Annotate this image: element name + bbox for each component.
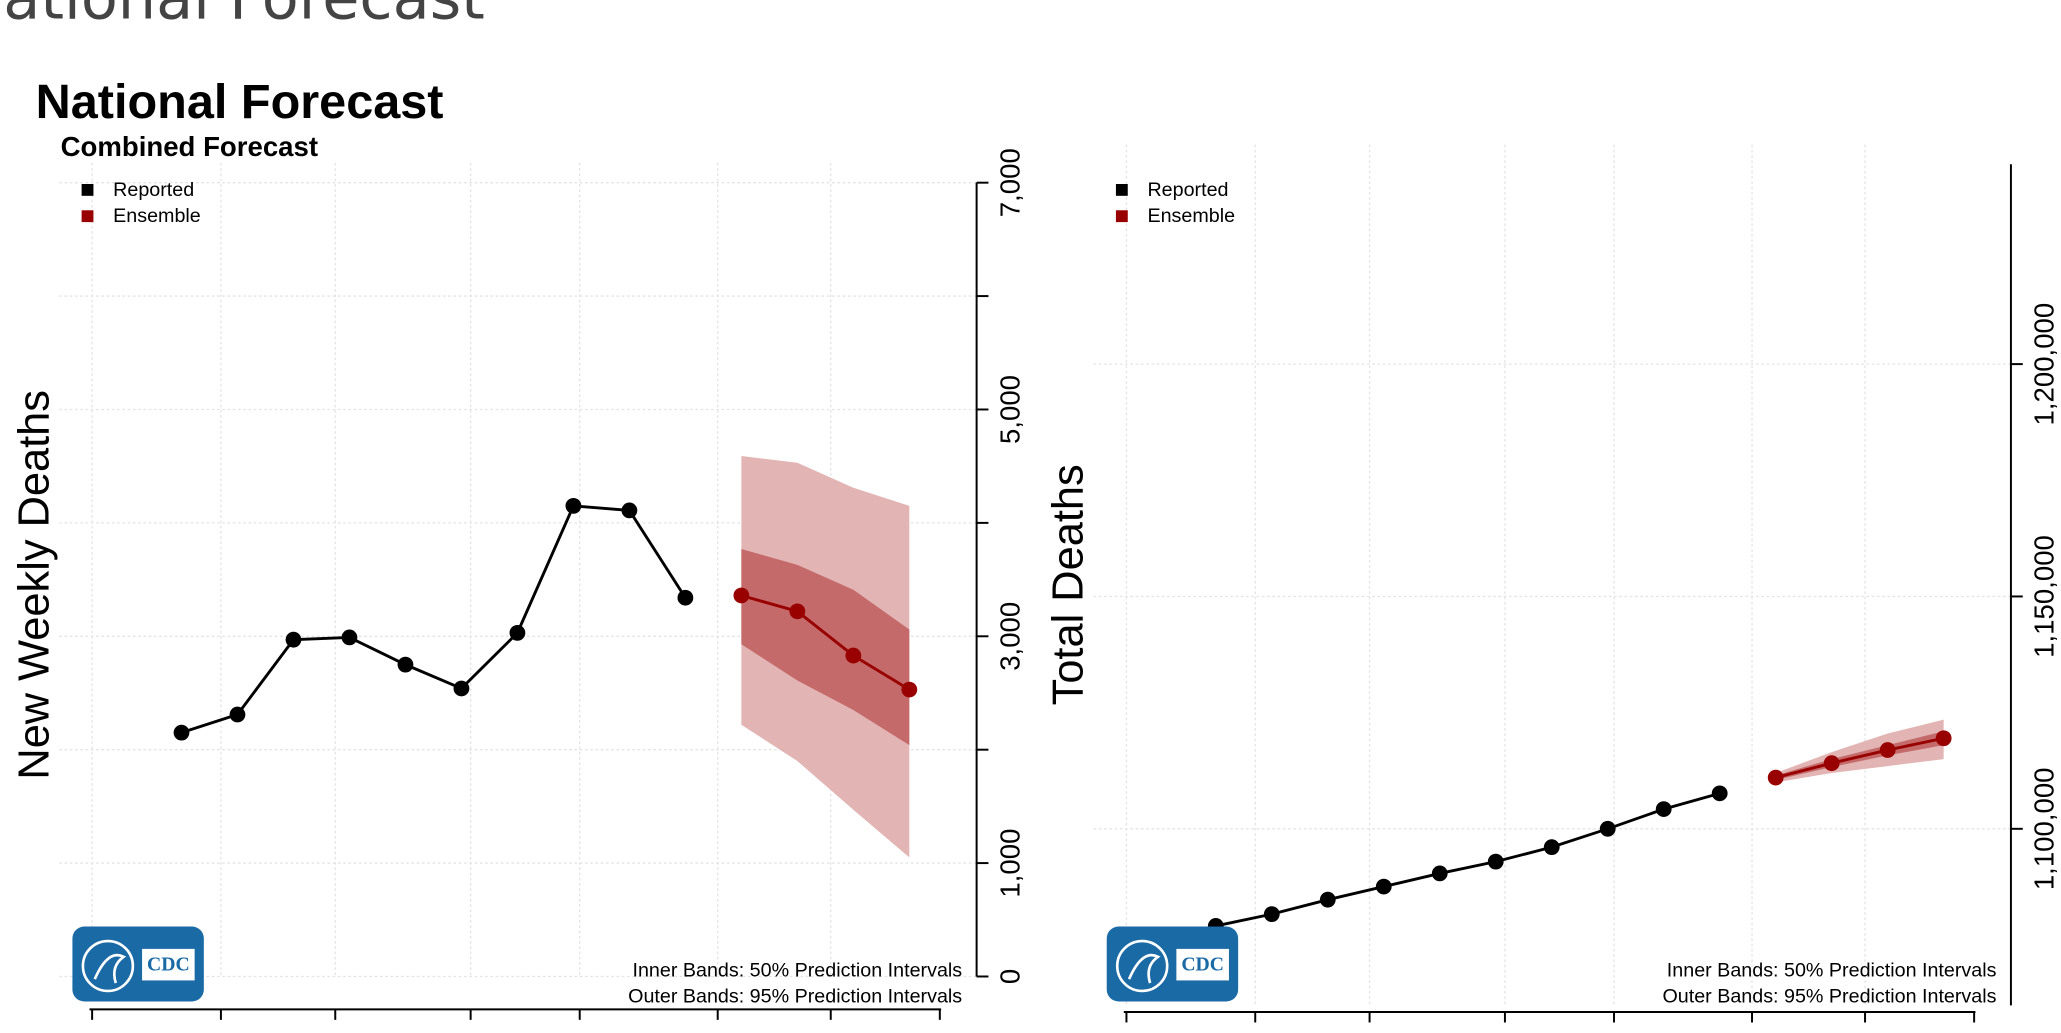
y-tick-label: 5,000 bbox=[994, 375, 1025, 444]
band-note: Outer Bands: 95% Prediction Intervals bbox=[1662, 986, 1996, 1008]
logo-emblem-mark bbox=[93, 953, 127, 984]
data-point bbox=[453, 680, 470, 697]
prediction-band bbox=[741, 548, 910, 746]
y-tick-label: 7,000 bbox=[994, 148, 1025, 217]
series-line bbox=[1775, 736, 1944, 780]
legend-swatch bbox=[81, 183, 94, 196]
data-point bbox=[1879, 742, 1896, 758]
series-line bbox=[740, 594, 911, 691]
data-point bbox=[1263, 906, 1280, 923]
data-point bbox=[1487, 853, 1504, 870]
data-point bbox=[173, 724, 190, 741]
data-point bbox=[1711, 785, 1728, 802]
data-point bbox=[1767, 769, 1784, 786]
y-tick-label: 1,150,000 bbox=[2029, 535, 2060, 658]
data-point bbox=[621, 502, 638, 519]
chart-title: National Forecast bbox=[36, 75, 444, 129]
series-line bbox=[1215, 791, 1721, 928]
data-point bbox=[1935, 730, 1952, 747]
page-heading: National Forecast bbox=[0, 0, 485, 33]
data-point bbox=[1431, 865, 1448, 882]
data-point bbox=[845, 647, 862, 664]
logo-text: CDC bbox=[147, 953, 190, 975]
data-point bbox=[229, 706, 246, 723]
logo-box bbox=[142, 948, 195, 981]
data-point bbox=[341, 629, 358, 646]
data-point bbox=[677, 589, 694, 606]
legend-swatch bbox=[1115, 210, 1128, 223]
y-tick-label: 1,100,000 bbox=[2029, 767, 2060, 890]
cdc-logo: CDC bbox=[1106, 926, 1239, 1002]
y-tick-label: 1,200,000 bbox=[2029, 303, 2060, 426]
chart-panel: 0 1,000 3,000 5,000 7,000 National ForecastCo… bbox=[10, 75, 1025, 1020]
data-point bbox=[733, 587, 750, 604]
logo-background bbox=[72, 926, 204, 1002]
y-axis-label: New Weekly Deaths bbox=[10, 390, 58, 780]
logo-emblem bbox=[81, 939, 135, 993]
series-line bbox=[181, 504, 687, 735]
logo-box bbox=[1176, 948, 1229, 981]
data-point bbox=[1375, 878, 1392, 895]
legend-label: Ensemble bbox=[1147, 205, 1235, 227]
data-point bbox=[285, 631, 302, 648]
data-point bbox=[1543, 839, 1560, 856]
data-point bbox=[1319, 891, 1336, 908]
y-tick-label: 3,000 bbox=[994, 602, 1025, 671]
legend-swatch bbox=[1115, 183, 1128, 196]
legend-swatch bbox=[81, 210, 94, 223]
data-point bbox=[565, 497, 582, 514]
band-note: Inner Bands: 50% Prediction Intervals bbox=[632, 959, 962, 981]
chart-panel: 1,100,000 1,150,000 1,200,000 Total Deaths R… bbox=[1045, 144, 2060, 1023]
data-point bbox=[1655, 801, 1672, 817]
data-point bbox=[1823, 755, 1840, 772]
band-note: Outer Bands: 95% Prediction Intervals bbox=[628, 986, 962, 1008]
logo-background bbox=[1106, 926, 1239, 1002]
cdc-logo: CDC bbox=[72, 926, 204, 1002]
y-tick-label: 1,000 bbox=[994, 829, 1025, 898]
data-point bbox=[509, 624, 526, 641]
legend-label: Reported bbox=[113, 179, 194, 201]
data-point bbox=[1599, 820, 1616, 837]
y-axis-label: Total Deaths bbox=[1045, 464, 1093, 705]
legend-label: Ensemble bbox=[113, 205, 201, 227]
data-point bbox=[789, 603, 806, 620]
chart-subtitle: Combined Forecast bbox=[61, 131, 318, 162]
legend-label: Reported bbox=[1147, 179, 1228, 201]
y-tick-label: 0 bbox=[994, 969, 1025, 984]
band-note: Inner Bands: 50% Prediction Intervals bbox=[1667, 959, 1997, 981]
logo-emblem-mark bbox=[1127, 953, 1161, 984]
data-point bbox=[397, 656, 414, 673]
logo-emblem bbox=[1115, 939, 1169, 993]
data-point bbox=[901, 681, 918, 698]
logo-text: CDC bbox=[1181, 953, 1224, 975]
